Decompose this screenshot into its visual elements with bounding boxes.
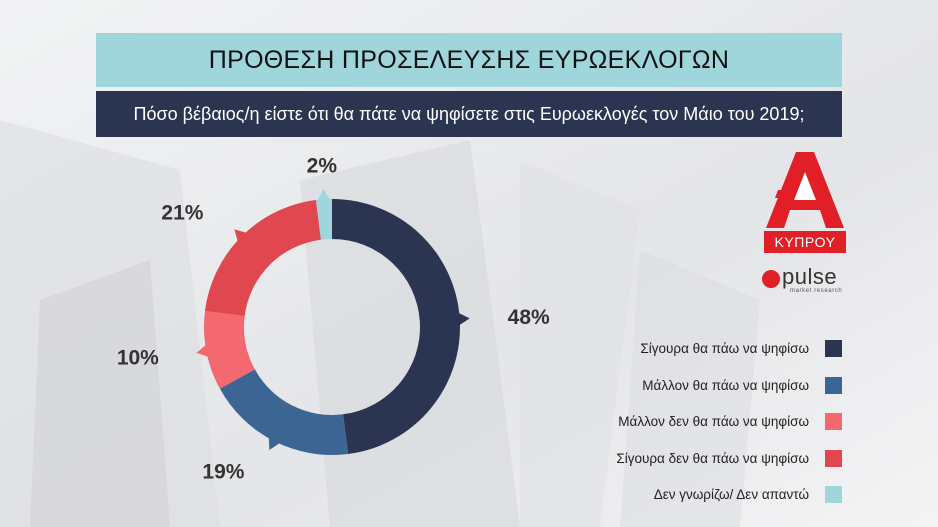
legend-item: Σίγουρα δεν θα πάω να ψηφίσω xyxy=(616,447,842,470)
legend-swatch xyxy=(825,449,842,467)
legend-swatch xyxy=(825,340,842,357)
data-label: 19% xyxy=(202,460,244,483)
donut-slice xyxy=(332,198,461,454)
chart-subtitle: Πόσο βέβαιος/η είστε ότι θα πάτε να ψηφί… xyxy=(133,103,805,124)
slice-pointer xyxy=(268,437,281,450)
chart-title-bar: ΠΡΟΘΕΣΗ ΠΡΟΣΕΛΕΥΣΗΣ ΕΥΡΩΕΚΛΟΓΩΝ xyxy=(96,33,842,87)
pulse-tagline: market research xyxy=(790,288,843,294)
chart-subtitle-bar: Πόσο βέβαιος/η είστε ότι θα πάτε να ψηφί… xyxy=(96,91,842,137)
legend-label: Σίγουρα δεν θα πάω να ψηφίσω xyxy=(616,450,809,466)
legend-label: Μάλλον δεν θα πάω να ψηφίσω xyxy=(618,414,809,430)
legend-item: Δεν γνωρίζω/ Δεν απαντώ xyxy=(616,483,842,506)
legend-item: Σίγουρα θα πάω να ψηφίσω xyxy=(616,337,842,360)
legend-label: Δεν γνωρίζω/ Δεν απαντώ xyxy=(653,487,809,503)
legend-swatch xyxy=(825,486,842,504)
legend-item: Μάλλον θα πάω να ψηφίσω xyxy=(616,374,842,397)
donut-slice xyxy=(205,200,321,316)
slice-pointer xyxy=(196,344,209,358)
legend-swatch xyxy=(825,413,842,431)
data-label: 48% xyxy=(508,306,550,329)
legend: Σίγουρα θα πάω να ψηφίσω Μάλλον θα πάω ν… xyxy=(616,337,842,520)
legend-item: Μάλλον δεν θα πάω να ψηφίσω xyxy=(616,410,842,433)
alpha-kyprou-logo: ΚΥΠΡΟΥ pulse market research xyxy=(760,150,850,300)
pulse-logo: pulse market research xyxy=(760,264,852,297)
chart-title: ΠΡΟΘΕΣΗ ΠΡΟΣΕΛΕΥΣΗΣ ΕΥΡΩΕΚΛΟΓΩΝ xyxy=(208,45,730,74)
data-label: 21% xyxy=(161,201,203,224)
donut-slice xyxy=(219,369,349,455)
legend-label: Μάλλον θα πάω να ψηφίσω xyxy=(642,377,809,393)
slice-pointer xyxy=(317,189,331,201)
data-label: 2% xyxy=(307,154,338,177)
pulse-wordmark: pulse xyxy=(782,264,838,289)
slice-pointer xyxy=(234,229,247,242)
legend-swatch xyxy=(825,376,842,394)
logo-ribbon: ΚΥΠΡΟΥ xyxy=(764,231,846,253)
pulse-dot-icon xyxy=(762,270,780,288)
slice-pointer xyxy=(458,312,470,326)
donut-slice xyxy=(315,199,332,240)
legend-label: Σίγουρα θα πάω να ψηφίσω xyxy=(640,341,809,356)
alpha-logo-icon xyxy=(766,152,844,228)
data-label: 10% xyxy=(117,346,159,369)
donut-slice xyxy=(204,310,255,389)
